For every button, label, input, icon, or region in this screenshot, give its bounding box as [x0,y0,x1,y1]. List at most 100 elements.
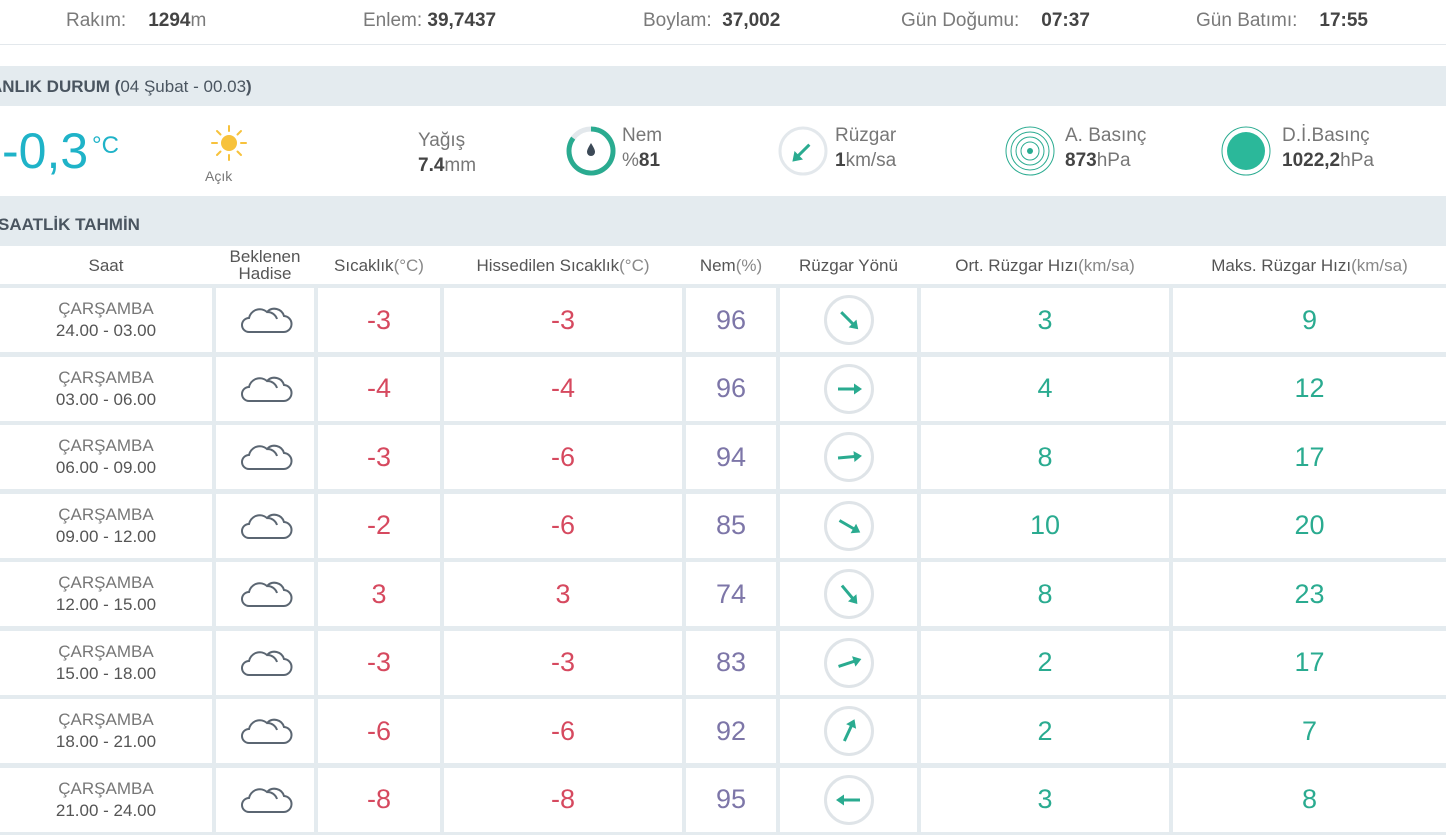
cell-hum: 92 [686,699,776,763]
row-avg-value: 4 [1037,373,1053,403]
sea-pressure-label: D.İ.Basınç [1282,125,1370,146]
cloud-icon [216,562,314,626]
cell-hum: 83 [686,630,776,695]
header-avg-wind: Ort. Rüzgar Hızı (km/sa) [955,255,1135,275]
row-time-range: 15.00 - 18.00 [55,663,157,683]
table-row: ÇARŞAMBA 18.00 - 21.00 -6 -6 92 2 7 [0,699,1446,763]
row-day: ÇARŞAMBA [58,573,154,592]
precip-value: 7.4mm [418,155,477,176]
table-row: ÇARŞAMBA 15.00 - 18.00 -3 -3 83 2 17 [0,630,1446,695]
row-max-value: 20 [1294,510,1325,540]
header-max-wind: Maks. Rüzgar Hızı (km/sa) [1211,255,1408,275]
pressure-label: A. Basınç [1065,125,1147,146]
cell-max: 9 [1173,288,1446,352]
row-day: ÇARŞAMBA [58,367,154,387]
wind-direction-arrow-icon [780,288,917,352]
cell-hum: 94 [686,425,776,489]
latitude-value: 39,7437 [427,10,497,31]
row-feels-value: -3 [550,647,575,677]
cell-hum: 95 [686,767,776,832]
cell-feels: -3 [444,288,682,352]
cell-temp: -8 [318,767,440,832]
cell-max: 7 [1173,699,1446,763]
cloud-icon [216,425,314,489]
current-condition-label: Açık [205,168,233,184]
wind-direction-arrow-icon [780,767,917,832]
cell-temp: -6 [318,699,440,763]
row-hum-value: 92 [715,715,747,746]
sea-level-pressure-icon [1221,126,1271,176]
cell-hum: 74 [686,562,776,626]
table-row: ÇARŞAMBA 06.00 - 09.00 -3 -6 94 8 17 [0,425,1446,489]
wind-direction-arrow-icon [780,699,917,763]
row-temp-value: -2 [366,510,391,540]
table-row: ÇARŞAMBA 12.00 - 15.00 3 3 74 8 23 [0,562,1446,626]
cell-hum: 85 [686,493,776,558]
row-max-value: 23 [1294,578,1325,609]
cell-feels: -4 [444,356,682,421]
cell-hum: 96 [686,288,776,352]
cell-temp: 3 [318,562,440,626]
row-time-range: 06.00 - 09.00 [55,458,157,477]
cell-max: 12 [1173,356,1446,421]
altitude-label: Rakım: [66,10,127,31]
header-wind-direction: Rüzgar Yönü [799,255,898,275]
row-hum-value: 95 [715,784,747,814]
cell-max: 23 [1173,562,1446,626]
humidity-label: Nem [622,125,663,146]
humidity-gauge-icon [566,126,616,176]
row-temp-value: -8 [366,784,391,814]
row-hum-value: 83 [715,647,747,677]
cell-feels: -6 [444,699,682,763]
cell-avg: 10 [921,493,1169,558]
cell-avg: 3 [921,288,1169,352]
longitude: Boylam: 37,002 [643,10,780,32]
sunrise: Gün Doğumu: 07:37 [901,10,1090,32]
cloud-icon [216,767,314,832]
sunset: Gün Batımı: 17:55 [1196,10,1368,32]
row-time-range: 03.00 - 06.00 [55,389,157,409]
cell-max: 17 [1173,630,1446,695]
table-row: ÇARŞAMBA 21.00 - 24.00 -8 -8 95 3 8 [0,767,1446,832]
row-time-range: 12.00 - 15.00 [55,595,157,614]
wind-direction-arrow-icon [780,562,917,626]
header-feels-like: Hissedilen Sıcaklık (°C) [476,255,650,275]
sun-icon [211,125,247,161]
wind-direction-arrow-icon [780,425,917,489]
cloud-icon [216,699,314,763]
cell-time: ÇARŞAMBA 15.00 - 18.00 [0,630,212,695]
cell-temp: -3 [318,288,440,352]
wind-direction-arrow-icon [780,630,917,695]
pressure-icon [1005,126,1055,176]
table-row: ÇARŞAMBA 09.00 - 12.00 -2 -6 85 10 20 [0,493,1446,558]
cell-feels: 3 [444,562,682,626]
row-max-value: 17 [1294,441,1325,472]
row-feels-value: -6 [550,441,575,472]
table-row: ÇARŞAMBA 24.00 - 03.00 -3 -3 96 3 9 [0,288,1446,352]
hourly-table-header: Saat Beklenen Hadise Sıcaklık (°C) Hissed… [0,246,1446,284]
longitude-label: Boylam: [643,10,712,31]
cell-avg: 3 [921,767,1169,832]
latitude-label: Enlem: [363,10,423,31]
cell-temp: -4 [318,356,440,421]
row-max-value: 12 [1294,373,1325,403]
current-temperature-unit: °C [92,132,119,159]
humidity-value: %81 [622,150,661,171]
row-hum-value: 74 [715,578,747,609]
row-max-value: 17 [1294,647,1325,677]
cell-time: ÇARŞAMBA 03.00 - 06.00 [0,356,212,421]
wind-direction-arrow-icon [780,493,917,558]
current-section-title: ANLIK DURUM (04 Şubat - 00.03) [0,77,252,96]
row-time-range: 09.00 - 12.00 [55,526,157,546]
cell-time: ÇARŞAMBA 24.00 - 03.00 [0,288,212,352]
cell-avg: 8 [921,562,1169,626]
row-feels-value: -6 [550,715,575,746]
row-feels-value: 3 [555,578,571,609]
row-temp-value: 3 [371,578,387,609]
wind-label: Rüzgar [835,125,897,146]
row-avg-value: 8 [1037,441,1053,472]
row-feels-value: -6 [550,510,575,540]
row-avg-value: 10 [1029,510,1061,540]
row-temp-value: -3 [366,304,391,335]
row-avg-value: 3 [1037,304,1053,335]
